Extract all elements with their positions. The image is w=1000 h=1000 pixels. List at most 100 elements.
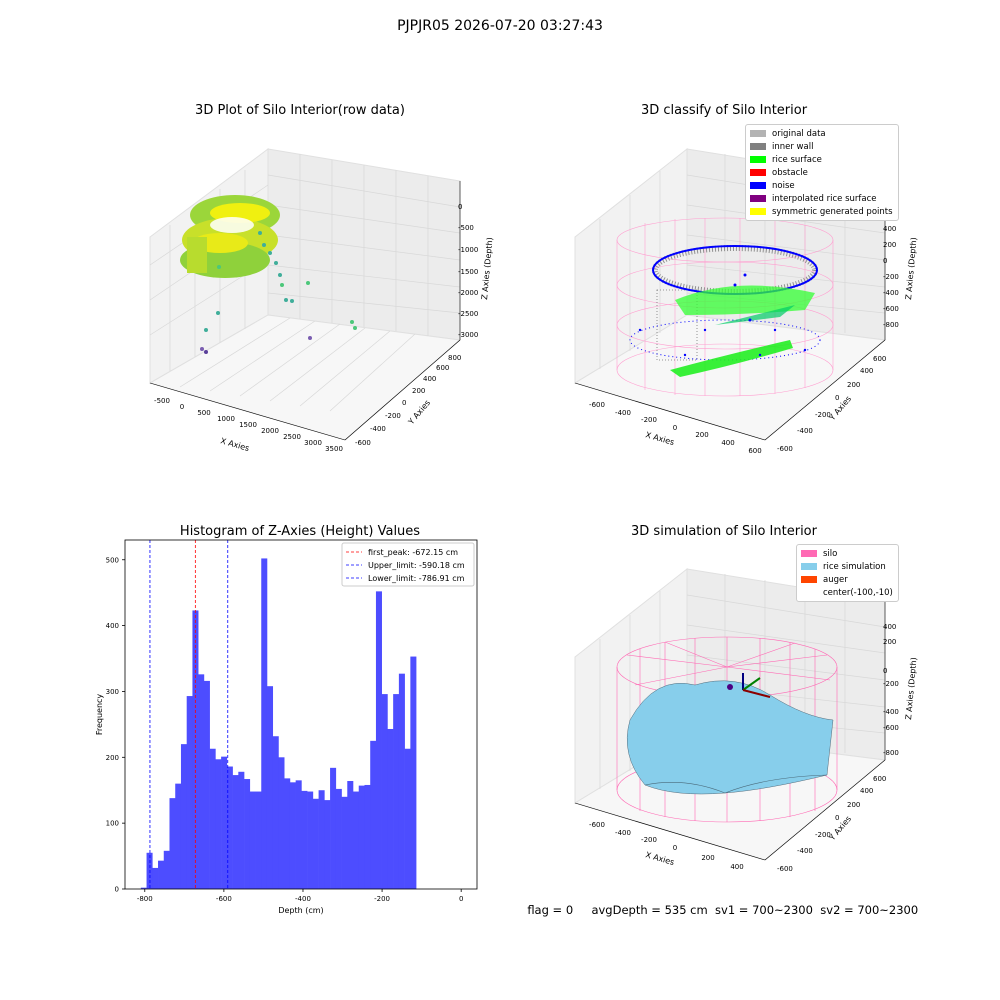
classify-legend-item: obstacle [750, 166, 898, 179]
classify-legend-item: original data [750, 127, 898, 140]
histogram-bar [140, 887, 147, 889]
simulation-legend-label: silo [823, 548, 838, 559]
histogram-bar [180, 744, 187, 889]
sim-ytick: -400 [797, 847, 813, 855]
sim-ytick: -600 [777, 865, 793, 873]
raw-xtick: 500 [197, 409, 210, 417]
sv2-text: sv2 = 700~2300 [820, 903, 919, 917]
raw-xtick: -500 [154, 397, 170, 405]
classify-legend-swatch [750, 195, 766, 202]
raw-ytick: -400 [370, 425, 386, 433]
classify-ytick: -400 [797, 427, 813, 435]
classify-ztick: -800 [883, 321, 899, 329]
classify-legend-swatch [750, 182, 766, 189]
histogram-ytick-label: 100 [106, 820, 119, 828]
sim-ztick: -400 [883, 708, 899, 716]
raw-xtick: 2500 [283, 433, 301, 441]
classify-xtick: 600 [748, 447, 761, 455]
classify-ytick: -200 [815, 411, 831, 419]
simulation-legend-item: rice simulation [801, 560, 898, 573]
raw-3d-plot: -500 0 500 1000 1500 2000 2500 3000 3500… [148, 148, 494, 453]
histogram-bar [364, 784, 371, 889]
classify-legend-item: symmetric generated points [750, 205, 898, 218]
simulation-legend-swatch [801, 589, 817, 596]
raw-ylabel: Y Axies [406, 398, 432, 427]
sim-ztick: -800 [883, 749, 899, 757]
histogram-bar [158, 860, 165, 889]
sim-xtick: -200 [641, 836, 657, 844]
raw-ztick: 0 [458, 203, 462, 211]
simulation-legend-label: center(-100,-10) [823, 587, 893, 598]
histogram-bar [358, 785, 365, 889]
histogram-bar [261, 558, 268, 889]
classify-ztick: 400 [883, 225, 896, 233]
histogram-bar [192, 610, 199, 889]
classify-xtick: 200 [695, 431, 708, 439]
histogram-ytick-label: 300 [106, 688, 119, 696]
classify-legend-item: interpolated rice surface [750, 192, 898, 205]
histogram-ytick-label: 0 [115, 886, 119, 894]
histogram-bar [169, 798, 176, 889]
raw-xtick: 1000 [217, 415, 235, 423]
histogram-bar [198, 674, 205, 889]
histogram-legend-label: first_peak: -672.15 cm [368, 548, 458, 557]
simulation-legend: silo rice simulation auger center(-100,-10) [796, 544, 899, 602]
raw-zlabel: Z Axies (Depth) [480, 237, 494, 300]
sim-ztick: 0 [883, 667, 887, 675]
figure-title: PJPJR05 2026-07-20 03:27:43 [397, 18, 603, 34]
classify-xlabel: X Axies [644, 430, 675, 447]
sim-ylabel: Y Axies [827, 814, 853, 843]
raw-ztick: -3000 [458, 331, 478, 339]
histogram-xtick-label: 0 [459, 895, 463, 903]
raw-ytick: 600 [436, 364, 449, 372]
status-footer: flag = 0 avgDepth = 535 cm sv1 = 700~230… [520, 889, 918, 917]
classify-legend-label: symmetric generated points [772, 206, 893, 217]
histogram-bar [278, 757, 285, 889]
raw-xtick: 2000 [261, 427, 279, 435]
classify-legend-label: inner wall [772, 141, 814, 152]
histogram-bar [209, 748, 216, 889]
histogram-bar [215, 759, 222, 889]
histogram-ytick-label: 400 [106, 622, 119, 630]
histogram-bar [387, 728, 394, 889]
simulation-legend-item: silo [801, 547, 898, 560]
raw-xtick: 1500 [239, 421, 257, 429]
raw-ytick: 0 [402, 399, 406, 407]
simulation-plot-title: 3D simulation of Silo Interior [631, 524, 817, 539]
raw-ztick: -500 [458, 224, 474, 232]
classify-zlabel: Z Axies (Depth) [904, 237, 918, 300]
sim-ytick: 400 [860, 787, 873, 795]
classify-legend-swatch [750, 156, 766, 163]
histogram-bar [221, 756, 228, 889]
raw-xtick: 3500 [325, 445, 343, 453]
classify-legend-item: noise [750, 179, 898, 192]
simulation-legend-swatch [801, 563, 817, 570]
raw-xlabel: X Axies [219, 436, 250, 453]
histogram-bar [347, 781, 354, 889]
histogram-legend-label: Upper_limit: -590.18 cm [368, 561, 465, 570]
classify-ztick: 200 [883, 241, 896, 249]
classify-legend-label: obstacle [772, 167, 808, 178]
classify-ylabel: Y Axies [827, 394, 853, 423]
simulation-legend-swatch [801, 550, 817, 557]
histogram-xtick-label: -800 [137, 895, 153, 903]
histogram-bar [410, 656, 417, 889]
sim-ytick: 600 [873, 775, 886, 783]
sim-xtick: 0 [673, 844, 677, 852]
histogram-bar [393, 694, 400, 889]
histogram-bar [381, 694, 388, 889]
classify-legend-label: rice surface [772, 154, 822, 165]
classify-xtick: -200 [641, 416, 657, 424]
classify-xtick: -600 [589, 401, 605, 409]
histogram-bar [295, 780, 302, 889]
histogram-bar [330, 767, 337, 889]
histogram-title: Histogram of Z-Axies (Height) Values [179, 524, 421, 539]
histogram-bar [318, 790, 325, 889]
histogram-bar [307, 791, 314, 889]
histogram-bar [289, 782, 296, 889]
raw-ztick: -1000 [458, 246, 478, 254]
simulation-legend-label: rice simulation [823, 561, 886, 572]
histogram-frame [124, 539, 478, 890]
classify-legend-swatch [750, 169, 766, 176]
classify-ytick: 200 [847, 381, 860, 389]
